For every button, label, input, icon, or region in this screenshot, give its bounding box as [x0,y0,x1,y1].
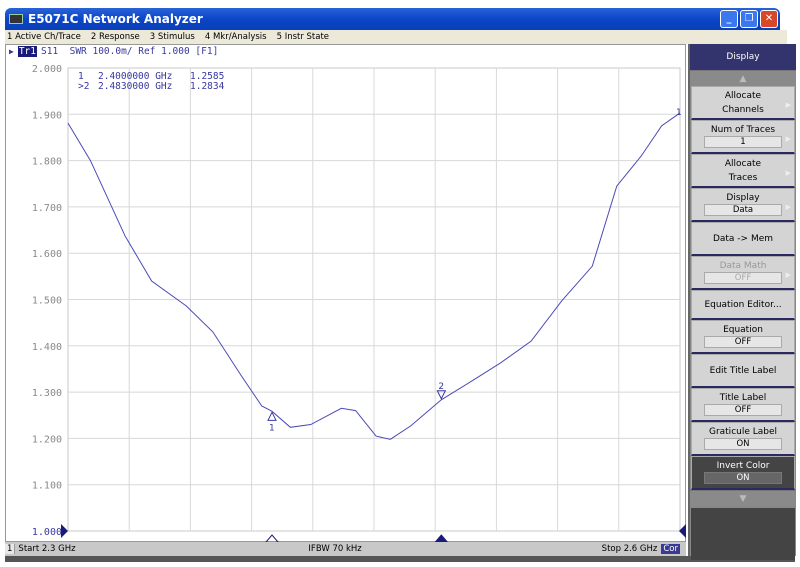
softkey-panel: Display ▲ Allocate Channels ▶ Num of Trace… [688,44,796,560]
marker-1-stimulus-icon [264,534,280,543]
y-tick-label: 1.400 [32,342,62,353]
marker-readout-freq: 2.4000000 GHz [98,71,172,82]
softkey-value: Data [704,204,782,216]
app-icon [9,14,23,24]
softkey-label: Title Label [719,393,767,403]
menu-active-ch-trace[interactable]: 1 Active Ch/Trace [7,32,81,42]
menu-response[interactable]: 2 Response [90,32,140,42]
marker-2-icon [436,390,447,400]
trace-settings: S11 SWR 100.0m/ Ref 1.000 [F1] [41,46,219,57]
marker-readout-prefix: >2 [78,81,89,92]
y-tick-label: 1.600 [32,249,62,260]
softkey-value: OFF [704,336,782,348]
softkey-edit-title-label[interactable]: Edit Title Label [691,354,795,388]
softkey-label: Allocate Channels [722,90,764,115]
reference-level-marker-right [679,524,686,538]
softkey-label: Graticule Label [708,427,778,437]
softkey-blank [691,508,795,560]
marker-readout-value: 1.2834 [190,81,225,92]
plot-area: 2.000 1.900 1.800 1.700 1.600 1.500 1.400 1.300… [32,64,686,543]
chart-panel[interactable]: ▶ Tr1 S11 SWR 100.0m/ Ref 1.000 [F1] 2.0… [5,44,686,543]
submenu-arrow-icon: ▶ [785,100,791,109]
title-bar: E5071C Network Analyzer _ ❐ ✕ [5,8,780,30]
menu-instr-state[interactable]: 5 Instr State [276,32,330,42]
menu-stimulus[interactable]: 3 Stimulus [149,32,195,42]
start-frequency[interactable]: Start 2.3 GHz [18,544,76,554]
correction-badge: Cor [661,544,680,554]
y-tick-label: 1.900 [32,110,62,121]
softkey-menu-title: Display [690,44,796,70]
submenu-arrow-icon: ▶ [785,202,791,211]
softkey-label: Equation Editor... [704,299,782,310]
softkey-value: 1 [704,136,782,148]
window-title: E5071C Network Analyzer [28,12,203,26]
y-tick-label: 1.100 [32,481,62,492]
marker-readout-freq: 2.4830000 GHz [98,81,172,92]
softkey-label: Data -> Mem [712,233,774,244]
marker-label: 1 [269,423,275,433]
minimize-button[interactable]: _ [720,10,738,28]
y-tick-label: 1.500 [32,296,62,307]
softkey-value: ON [704,438,782,450]
channel-number: 1 [5,544,16,554]
softkey-data-math[interactable]: Data Math OFF ▶ [691,256,795,290]
ifbw[interactable]: IFBW 70 kHz [308,544,362,554]
marker-2-stimulus-icon [434,534,449,543]
y-tick-label: 1.200 [32,434,62,445]
trace-s11-line [67,112,681,440]
softkey-label: Data Math [719,261,767,271]
y-tick-label: 2.000 [32,64,62,75]
softkey-value: ON [704,472,782,484]
softkey-display[interactable]: Display Data ▶ [691,188,795,222]
softkey-value: OFF [704,272,782,284]
softkey-label: Equation [723,325,763,335]
submenu-arrow-icon: ▶ [785,270,791,279]
scroll-down-button[interactable]: ▼ [690,490,796,506]
close-button[interactable]: ✕ [760,10,778,28]
softkey-label: Edit Title Label [709,365,777,376]
softkey-label: Allocate Traces [724,158,762,183]
softkey-graticule-label[interactable]: Graticule Label ON [691,422,795,456]
softkey-allocate-channels[interactable]: Allocate Channels ▶ [691,86,795,120]
softkey-label: Display [726,193,760,203]
softkey-value: OFF [704,404,782,416]
marker-1-icon [267,411,277,421]
submenu-arrow-icon: ▶ [785,134,791,143]
y-tick-label: 1.000 [32,527,62,538]
y-tick-label: 1.300 [32,388,62,399]
trace-badge[interactable]: Tr1 [17,46,37,57]
softkey-num-of-traces[interactable]: Num of Traces 1 ▶ [691,120,795,154]
softkey-allocate-traces[interactable]: Allocate Traces ▶ [691,154,795,188]
submenu-arrow-icon: ▶ [785,168,791,177]
softkey-invert-color[interactable]: Invert Color ON [691,456,795,490]
y-tick-label: 1.700 [32,203,62,214]
bottom-strip [5,556,795,562]
softkey-label: Num of Traces [710,125,776,135]
active-trace-arrow-icon: ▶ [9,47,14,56]
menu-bar: 1 Active Ch/Trace 2 Response 3 Stimulus … [5,30,787,44]
softkey-title-label[interactable]: Title Label OFF [691,388,795,422]
stop-frequency[interactable]: Stop 2.6 GHz [601,544,658,554]
softkey-label: Invert Color [716,461,770,471]
marker-readout-prefix: 1 [78,71,84,82]
trace-header: ▶ Tr1 S11 SWR 100.0m/ Ref 1.000 [F1] [9,46,218,57]
softkey-data-mem[interactable]: Data -> Mem [691,222,795,256]
y-tick-label: 1.800 [32,157,62,168]
menu-mkr-analysis[interactable]: 4 Mkr/Analysis [204,32,267,42]
status-bar: 1 Start 2.3 GHz IFBW 70 kHz Stop 2.6 GHz… [5,542,686,556]
marker-label: 2 [438,382,444,392]
marker-readout-value: 1.2585 [190,71,224,82]
scroll-up-button[interactable]: ▲ [690,70,796,86]
reference-level-marker [61,524,68,538]
trace-end-label: 1 [676,108,682,118]
softkey-equation-editor[interactable]: Equation Editor... [691,290,795,320]
softkey-equation[interactable]: Equation OFF [691,320,795,354]
restore-button[interactable]: ❐ [740,10,758,28]
